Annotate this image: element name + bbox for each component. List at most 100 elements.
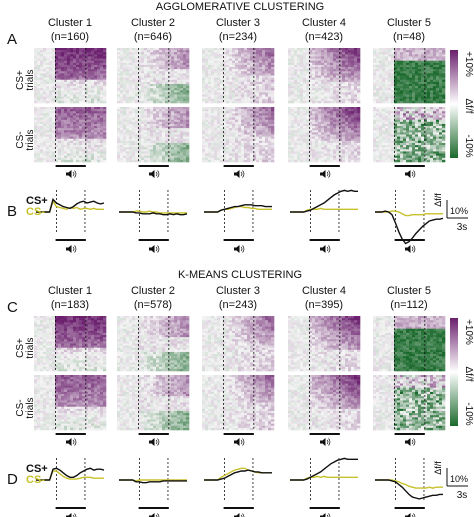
scale-bar-y-value: 10% <box>450 474 468 484</box>
heatmap-cs-plus <box>202 316 275 372</box>
section-title: AGGLOMERATIVE CLUSTERING <box>156 1 325 13</box>
speaker-icon <box>320 513 331 517</box>
trace-panel <box>290 457 358 502</box>
cluster-count: (n=48) <box>393 31 425 43</box>
heatmap-cs-plus <box>34 48 107 104</box>
series-line-cs-minus <box>375 479 443 489</box>
colorbar-top-label: +10% <box>463 51 474 77</box>
speaker-icon <box>66 438 77 446</box>
heatmap-cs-minus <box>34 375 107 431</box>
row-label-cs-plus: CS+ <box>15 338 26 358</box>
cluster-count: (n=112) <box>390 299 427 311</box>
heatmap-cs-plus <box>373 316 446 372</box>
panel-label: B <box>7 203 17 220</box>
legend-cs-plus: CS+ <box>26 463 48 475</box>
heatmap-cs-minus <box>202 107 275 163</box>
legend-cs-plus: CS+ <box>26 195 48 207</box>
series-line-cs-plus <box>204 204 272 213</box>
trace-panel <box>204 458 272 502</box>
scale-bar-y-value: 10% <box>450 206 468 216</box>
cluster-count: (n=423) <box>305 31 343 43</box>
cluster-title: Cluster 3 <box>216 17 260 29</box>
heatmap-cs-plus <box>117 48 190 104</box>
trace-panel <box>119 458 187 502</box>
speaker-icon <box>234 438 245 446</box>
cluster-title: Cluster 1 <box>48 285 92 297</box>
legend-cs-minus: CS- <box>26 474 45 486</box>
cluster-title: Cluster 5 <box>387 285 431 297</box>
speaker-icon <box>149 170 160 178</box>
row-label-cs-plus: trials <box>25 69 36 90</box>
series-line-cs-plus <box>204 469 272 481</box>
series-line-cs-plus <box>36 198 105 213</box>
speaker-icon <box>149 513 160 517</box>
panel-label: A <box>7 31 17 48</box>
trace-panel <box>119 190 188 234</box>
cluster-title: Cluster 2 <box>131 17 175 29</box>
heatmap-cs-minus <box>373 375 446 431</box>
cluster-count: (n=243) <box>219 299 257 311</box>
heatmap-cs-minus <box>373 107 446 163</box>
row-label-cs-minus: CS- <box>15 131 26 148</box>
section-title: K-MEANS CLUSTERING <box>178 269 302 281</box>
heatmap-cs-minus <box>117 107 190 163</box>
legend-cs-minus: CS- <box>26 206 45 218</box>
cluster-count: (n=234) <box>219 31 257 43</box>
series-line-cs-plus <box>36 467 105 481</box>
colorbar-bottom-label: -10% <box>463 402 474 425</box>
heatmap-cs-plus <box>34 316 107 372</box>
speaker-icon <box>66 513 77 517</box>
speaker-icon <box>405 245 416 253</box>
cluster-title: Cluster 4 <box>302 17 346 29</box>
cluster-title: Cluster 3 <box>216 285 260 297</box>
cluster-count: (n=578) <box>134 299 172 311</box>
colorbar <box>450 318 458 426</box>
heatmap-cs-plus <box>117 316 190 372</box>
row-label-cs-plus: trials <box>25 337 36 358</box>
trace-panel <box>36 190 105 234</box>
speaker-icon <box>66 245 77 253</box>
series-line-cs-plus <box>290 189 358 213</box>
colorbar-mid-label: Δf/f <box>463 98 474 113</box>
trace-panel <box>375 458 443 502</box>
speaker-icon <box>405 513 416 517</box>
series-line-cs-plus <box>119 211 188 216</box>
panel-label: C <box>7 299 18 316</box>
cluster-title: Cluster 5 <box>387 17 431 29</box>
cluster-count: (n=183) <box>51 299 89 311</box>
speaker-icon <box>234 245 245 253</box>
series-line-cs-plus <box>119 479 187 484</box>
cluster-count: (n=395) <box>305 299 343 311</box>
speaker-icon <box>149 245 160 253</box>
speaker-icon <box>320 170 331 178</box>
heatmap-cs-minus <box>288 375 361 431</box>
row-label-cs-plus: CS+ <box>15 70 26 90</box>
cluster-count: (n=160) <box>51 31 89 43</box>
colorbar-top-label: +10% <box>463 319 474 345</box>
cluster-title: Cluster 4 <box>302 285 346 297</box>
scale-bar-x-label: 3s <box>457 490 468 501</box>
colorbar-mid-label: Δf/f <box>463 366 474 381</box>
heatmap-cs-plus <box>288 48 361 104</box>
row-label-cs-minus: trials <box>25 129 36 150</box>
series-line-cs-plus <box>375 210 444 245</box>
row-label-cs-minus: CS- <box>15 399 26 416</box>
speaker-icon <box>405 170 416 178</box>
speaker-icon <box>234 513 245 517</box>
speaker-icon <box>320 245 331 253</box>
speaker-icon <box>234 170 245 178</box>
row-label-cs-minus: trials <box>25 397 36 418</box>
trace-panel <box>375 190 444 245</box>
speaker-icon <box>66 170 77 178</box>
scale-bar-y-label: Δf/f <box>433 461 443 475</box>
series-line-cs-minus <box>204 467 272 481</box>
heatmap-cs-minus <box>288 107 361 163</box>
scale-bar-y-label: Δf/f <box>433 193 443 207</box>
cluster-title: Cluster 2 <box>131 285 175 297</box>
trace-panel <box>290 189 358 234</box>
scale-bar-x-label: 3s <box>457 222 468 233</box>
panel-label: D <box>7 471 18 488</box>
colorbar-bottom-label: -10% <box>463 134 474 157</box>
